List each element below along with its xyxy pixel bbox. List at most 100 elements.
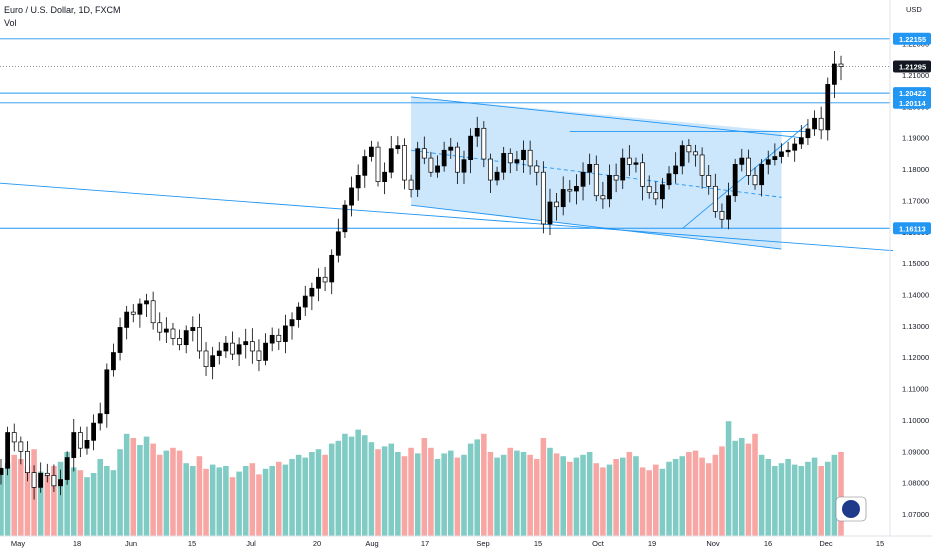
candle-body <box>395 145 401 150</box>
volume-bar <box>686 452 692 536</box>
candle-body <box>554 201 559 208</box>
volume-bar <box>223 466 229 536</box>
candle-body <box>779 151 784 157</box>
candle-body <box>362 156 368 176</box>
candle-body <box>382 171 388 182</box>
volume-bar <box>414 453 421 536</box>
volume-bar <box>242 466 249 536</box>
volume-bar <box>593 463 600 536</box>
candle-body <box>798 137 804 145</box>
volume-bar <box>699 457 705 536</box>
candle-body <box>316 276 321 289</box>
price-tick-label: 1.13000 <box>902 322 929 331</box>
candle-body <box>210 355 216 368</box>
candle-body <box>197 327 202 352</box>
candle-body <box>388 148 394 173</box>
volume-bar <box>719 446 725 536</box>
candle-body <box>646 185 652 193</box>
candle-body <box>130 311 136 315</box>
volume-badge[interactable] <box>835 496 867 522</box>
volume-bar <box>203 468 209 536</box>
volume-bar <box>84 477 90 536</box>
volume-bar <box>765 459 772 536</box>
volume-bar <box>368 442 375 536</box>
time-tick-label: Dec <box>819 539 833 548</box>
candle-body <box>640 162 645 187</box>
volume-bar <box>619 457 626 536</box>
candle-body <box>38 472 44 488</box>
volume-bar <box>51 466 57 536</box>
volume-bar <box>705 463 712 536</box>
channel-mid-line <box>411 149 782 198</box>
candle-body <box>276 334 282 342</box>
price-tick-label: 1.14000 <box>902 291 929 300</box>
candle-body <box>150 300 156 324</box>
level-price-tag-bg <box>893 222 931 235</box>
candle-body <box>574 185 579 192</box>
candle-body <box>600 195 606 200</box>
candlestick-series <box>0 50 844 500</box>
volume-bar <box>196 456 203 536</box>
channel-upper-line <box>411 96 802 139</box>
candle-body <box>765 159 771 165</box>
volume-bar <box>249 463 256 536</box>
candle-body <box>831 63 837 85</box>
price-tick-label: 1.21000 <box>902 71 929 80</box>
candle-body <box>633 162 639 165</box>
candle-body <box>58 479 63 487</box>
candle-body <box>514 159 520 164</box>
candle-body <box>454 146 460 173</box>
price-tick-label: 1.19000 <box>902 134 929 143</box>
volume-bar <box>289 459 295 536</box>
volume-bar <box>474 439 480 536</box>
tv-logo-icon <box>842 500 860 518</box>
candle-body <box>613 175 619 181</box>
volume-bar <box>653 464 659 536</box>
candle-body <box>0 467 4 475</box>
volume-bar <box>262 468 269 536</box>
volume-bar <box>276 461 282 536</box>
candle-body <box>732 164 738 197</box>
candle-body <box>560 189 566 208</box>
volume-bar <box>547 447 553 536</box>
candle-body <box>686 145 692 153</box>
price-tick-label: 1.08000 <box>902 479 929 488</box>
price-axis: 1.22000USD1.210001.200001.190001.180001.… <box>889 0 929 536</box>
volume-bar <box>348 436 355 536</box>
volume-bar <box>573 457 580 536</box>
time-tick-label: May <box>11 539 25 548</box>
volume-bar <box>659 468 666 536</box>
candle-body <box>157 322 163 333</box>
volume-bar <box>282 464 289 536</box>
candle-body <box>11 432 17 443</box>
candle-body <box>230 342 235 355</box>
time-tick-label: 15 <box>534 539 542 548</box>
price-tick-label: 1.10000 <box>902 416 929 425</box>
volume-bar <box>447 450 454 536</box>
volume-bar <box>229 477 236 536</box>
volume-bar <box>646 470 652 536</box>
candle-body <box>699 154 705 176</box>
candle-body <box>693 151 698 156</box>
volume-bar <box>236 471 242 536</box>
candle-body <box>263 342 268 361</box>
volume-bar <box>600 467 606 536</box>
candle-body <box>567 189 573 192</box>
volume-bar <box>725 421 732 536</box>
volume-bar <box>838 452 844 536</box>
volume-bar <box>328 443 335 536</box>
volume-bar <box>176 450 183 536</box>
volume-bar <box>123 433 130 536</box>
candle-body <box>329 254 335 283</box>
volume-bar <box>745 443 752 536</box>
volume-bar <box>0 468 4 536</box>
volume-bar <box>441 453 447 536</box>
candle-body <box>838 63 844 67</box>
volume-bar <box>454 457 461 536</box>
candle-body <box>547 201 553 225</box>
candle-body <box>25 450 30 474</box>
volume-bar <box>302 457 309 536</box>
volume-bar <box>143 436 150 536</box>
